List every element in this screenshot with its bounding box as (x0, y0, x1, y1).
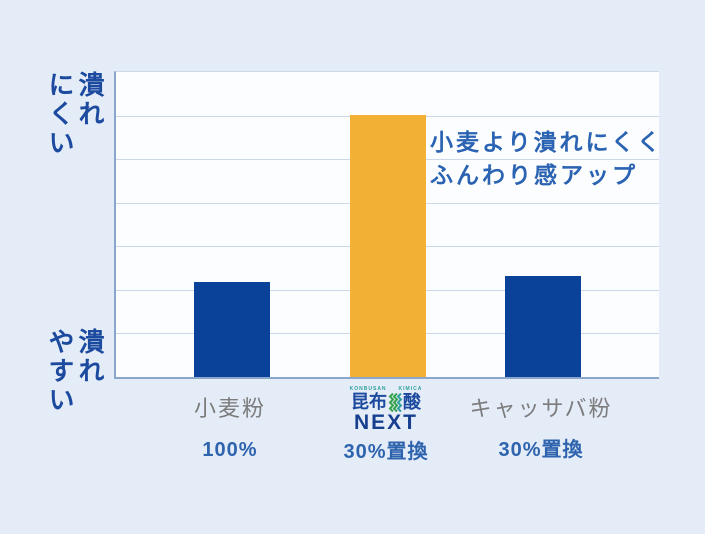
ratio-label-wheat-flour: 100% (202, 439, 258, 461)
ratio-label-konbusan-next: 30%置換 (343, 441, 429, 463)
x-label-wheat-flour: 小麦粉 100% (194, 396, 266, 460)
annotation-line-2: ふんわり感アップ (430, 162, 638, 188)
brand-zigzag-icon (387, 393, 403, 412)
y-axis-label-bottom: 潰れ やすい (45, 328, 105, 415)
x-label-cassava-flour: キャッサバ粉 30%置換 (469, 396, 612, 460)
bar-cassava-flour (505, 276, 581, 377)
annotation-callout: 小麦より潰れにくく ふんわり感アップ (430, 126, 663, 192)
category-label-cassava-flour: キャッサバ粉 (469, 396, 613, 421)
brand-logo-konbusan: 昆布 酸 (343, 393, 428, 412)
category-label-wheat-flour: 小麦粉 (193, 396, 267, 421)
brand-kanji-left: 昆布 (351, 392, 387, 412)
annotation-line-1: 小麦より潰れにくく (430, 129, 664, 155)
brand-next-label: NEXT (353, 411, 418, 434)
brand-small-text-row: KONBUSAN KIMICA (343, 387, 428, 392)
brand-kanji-right: 酸 (403, 392, 421, 412)
x-label-konbusan-next: KONBUSAN KIMICA 昆布 酸 NEXT 30%置換 (343, 387, 429, 463)
brand-small-text-right: KIMICA (398, 386, 423, 392)
brand-small-text-left: KONBUSAN (349, 386, 387, 392)
bar-konbusan-next (350, 115, 426, 377)
y-axis-label-top: 潰れ にくい (45, 71, 105, 158)
ratio-label-cassava-flour: 30%置換 (498, 439, 584, 461)
plot-area: 小麦より潰れにくく ふんわり感アップ (114, 71, 660, 379)
bar-wheat-flour (194, 282, 270, 377)
